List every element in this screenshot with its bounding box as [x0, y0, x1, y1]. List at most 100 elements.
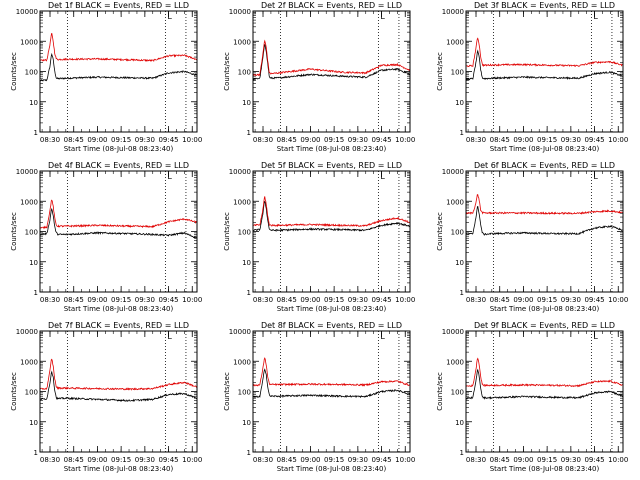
- plot-frame: [39, 330, 198, 453]
- detector-panel-5: Det 5f BLACK = Events, RED = LLD 1 10 100 10…: [223, 161, 415, 313]
- x-tick-label: 09:30: [348, 296, 368, 304]
- x-axis-label: Start Time (08-Jul-08 08:23:40): [490, 305, 600, 313]
- x-tick-label: 09:45: [371, 456, 391, 464]
- x-tick-label: 09:45: [158, 136, 178, 144]
- x-tick-label: 08:30: [253, 296, 273, 304]
- x-tick-label: 08:45: [490, 456, 510, 464]
- x-tick-label: 09:00: [87, 296, 107, 304]
- l-marker: L: [167, 332, 172, 341]
- y-tick-label: 10: [29, 419, 38, 427]
- x-tick-label: 10:00: [182, 136, 202, 144]
- x-tick-label: 09:45: [158, 456, 178, 464]
- y-tick-label: 1: [460, 129, 464, 137]
- x-tick-label: 09:30: [135, 296, 155, 304]
- l-marker: L: [167, 172, 172, 181]
- lld-trace: [40, 32, 197, 63]
- y-tick-label: 1000: [20, 38, 38, 46]
- x-tick-label: 09:45: [371, 296, 391, 304]
- y-axis-label: Counts/sec: [10, 372, 18, 411]
- y-tick-label: 10: [242, 259, 251, 267]
- lld-trace: [253, 39, 410, 77]
- y-axis-label: Counts/sec: [223, 52, 231, 91]
- detector-panel-7: Det 7f BLACK = Events, RED = LLD 1 10 100 10…: [10, 321, 202, 473]
- y-tick-label: 1000: [233, 358, 251, 366]
- y-tick-label: 10: [29, 259, 38, 267]
- x-tick-label: 09:00: [300, 296, 320, 304]
- y-tick-label: 100: [238, 389, 251, 397]
- x-axis-label: Start Time (08-Jul-08 08:23:40): [277, 145, 387, 153]
- events-trace: [253, 44, 410, 82]
- y-tick-label: 1: [34, 129, 38, 137]
- l-marker: L: [380, 172, 385, 181]
- x-tick-label: 09:00: [87, 136, 107, 144]
- x-tick-label: 10:00: [608, 456, 628, 464]
- y-tick-label: 100: [238, 229, 251, 237]
- x-tick-label: 10:00: [182, 296, 202, 304]
- events-trace: [40, 370, 197, 402]
- x-tick-label: 09:00: [87, 456, 107, 464]
- y-tick-label: 10000: [229, 168, 251, 176]
- y-tick-label: 100: [451, 69, 464, 77]
- x-tick-label: 09:15: [537, 296, 557, 304]
- x-tick-label: 08:45: [64, 296, 84, 304]
- y-tick-label: 1000: [20, 358, 38, 366]
- y-tick-label: 10000: [442, 328, 464, 336]
- x-tick-label: 10:00: [182, 456, 202, 464]
- plot-frame: [252, 330, 411, 453]
- lld-trace: [253, 357, 410, 387]
- x-tick-label: 09:45: [584, 136, 604, 144]
- x-tick-label: 10:00: [395, 136, 415, 144]
- plot-frame: [252, 10, 411, 133]
- x-tick-label: 10:00: [395, 456, 415, 464]
- y-axis-label: Counts/sec: [436, 372, 444, 411]
- panel-title: Det 2f BLACK = Events, RED = LLD: [261, 1, 402, 10]
- y-tick-label: 1: [460, 449, 464, 457]
- detector-panel-2: Det 2f BLACK = Events, RED = LLD 1 10 100 10…: [223, 1, 415, 153]
- x-tick-label: 08:30: [40, 296, 60, 304]
- y-tick-label: 100: [451, 229, 464, 237]
- y-tick-label: 100: [25, 69, 38, 77]
- y-axis-label: Counts/sec: [436, 52, 444, 91]
- y-tick-label: 10000: [442, 168, 464, 176]
- events-trace: [253, 200, 410, 233]
- y-axis-label: Counts/sec: [436, 212, 444, 251]
- panel-title: Det 1f BLACK = Events, RED = LLD: [48, 1, 189, 10]
- y-tick-label: 10: [242, 99, 251, 107]
- x-tick-label: 09:15: [111, 136, 131, 144]
- plot-frame: [39, 170, 198, 293]
- y-axis-label: Counts/sec: [223, 372, 231, 411]
- panel-title: Det 6f BLACK = Events, RED = LLD: [474, 161, 615, 170]
- y-tick-label: 10: [455, 99, 464, 107]
- x-tick-label: 08:30: [466, 296, 486, 304]
- y-axis-label: Counts/sec: [223, 212, 231, 251]
- y-tick-label: 1000: [233, 198, 251, 206]
- y-tick-label: 10: [242, 419, 251, 427]
- events-trace: [40, 52, 197, 82]
- x-tick-label: 09:00: [513, 456, 533, 464]
- l-marker: L: [167, 12, 172, 21]
- events-trace: [466, 49, 623, 81]
- x-axis-label: Start Time (08-Jul-08 08:23:40): [490, 145, 600, 153]
- y-tick-label: 1000: [446, 38, 464, 46]
- lld-trace: [40, 358, 197, 391]
- y-tick-label: 10: [29, 99, 38, 107]
- detector-panel-1: Det 1f BLACK = Events, RED = LLD 1 10 100 10…: [10, 1, 202, 153]
- l-marker: L: [593, 12, 598, 21]
- y-tick-label: 1000: [20, 198, 38, 206]
- x-tick-label: 08:30: [253, 136, 273, 144]
- y-tick-label: 1000: [446, 198, 464, 206]
- y-tick-label: 10000: [229, 328, 251, 336]
- x-tick-label: 08:30: [40, 136, 60, 144]
- x-tick-label: 08:30: [466, 136, 486, 144]
- x-tick-label: 08:30: [466, 456, 486, 464]
- panel-title: Det 3f BLACK = Events, RED = LLD: [474, 1, 615, 10]
- x-tick-label: 09:30: [348, 136, 368, 144]
- events-trace: [466, 205, 623, 236]
- y-tick-label: 10000: [442, 8, 464, 16]
- events-trace: [253, 368, 410, 399]
- x-tick-label: 10:00: [395, 296, 415, 304]
- x-tick-label: 09:15: [324, 136, 344, 144]
- y-tick-label: 1000: [233, 38, 251, 46]
- panel-title: Det 9f BLACK = Events, RED = LLD: [474, 321, 615, 330]
- plot-frame: [465, 330, 624, 453]
